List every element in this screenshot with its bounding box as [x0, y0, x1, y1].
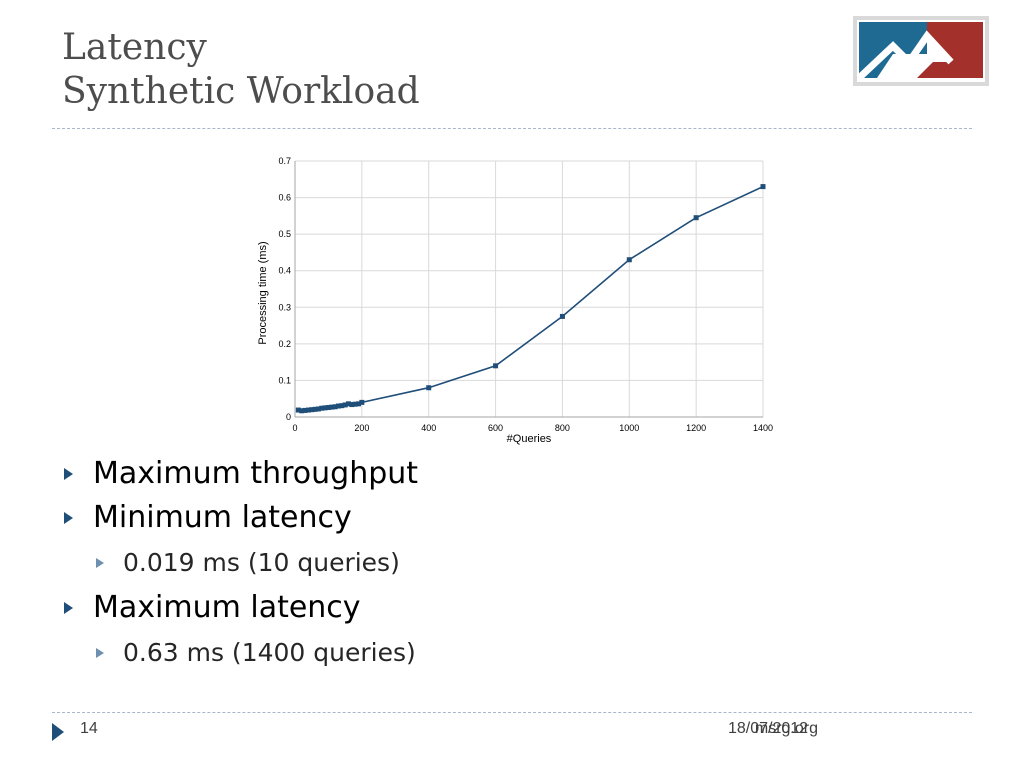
x-tick-label: 800: [555, 423, 570, 433]
data-point: [349, 402, 355, 408]
bullet-arrow-icon: [64, 512, 73, 524]
slide-title-line-2: Synthetic Workload: [62, 71, 420, 112]
title-divider: [52, 128, 972, 129]
data-point: [342, 402, 348, 408]
bullet-arrow-icon: [64, 602, 73, 614]
sub-bullet-arrow-icon: [96, 648, 104, 658]
page-number: 14: [80, 720, 98, 737]
slide-title-line-1: Latency: [62, 27, 207, 68]
x-axis-label: #Queries: [507, 433, 552, 445]
data-point: [760, 184, 766, 190]
y-tick-label: 0.6: [278, 193, 291, 203]
sub-bullet-minimum-latency-value: 0.019 ms (10 queries): [62, 540, 662, 586]
y-tick-label: 0.3: [278, 302, 291, 312]
footer-date: 18/07/2012: [728, 720, 809, 737]
data-point: [329, 404, 335, 410]
data-point: [312, 406, 318, 412]
y-tick-label: 0.4: [278, 266, 291, 276]
bullet-list: Maximum throughput Minimum latency 0.019…: [62, 452, 662, 676]
slide-title: Latency Synthetic Workload: [62, 26, 420, 114]
bullet-maximum-latency: Maximum latency: [62, 586, 662, 630]
data-point: [315, 406, 321, 412]
x-tick-label: 1000: [619, 423, 639, 433]
data-point: [339, 403, 345, 409]
data-point: [345, 401, 351, 407]
data-point: [335, 403, 341, 409]
x-tick-label: 0: [292, 423, 297, 433]
data-point: [299, 408, 305, 414]
data-point: [305, 407, 311, 413]
footer-divider: [52, 712, 972, 713]
data-point: [309, 407, 315, 413]
bullet-maximum-throughput: Maximum throughput: [62, 452, 662, 496]
x-tick-label: 600: [488, 423, 503, 433]
data-point: [493, 363, 499, 369]
y-tick-label: 0.5: [278, 229, 291, 239]
data-point: [352, 401, 358, 407]
x-tick-label: 1200: [686, 423, 706, 433]
latency-chart: 0 0.1 0.2 0.3 0.4 0.5 0.6 0.7 0 200 400 600 800 1000 1…: [257, 156, 773, 445]
footer-arrow-icon: [52, 723, 64, 741]
bullet-arrow-icon: [64, 468, 73, 480]
msrg-logo: [853, 16, 989, 86]
data-point: [356, 401, 362, 407]
y-tick-label: 0.7: [278, 156, 291, 166]
data-point: [626, 257, 632, 263]
data-point: [295, 407, 301, 413]
data-point: [325, 404, 331, 410]
data-point: [559, 313, 565, 319]
footer-site: msrg.org: [754, 720, 818, 737]
series-line: [298, 185, 764, 412]
x-tick-label: 200: [354, 423, 369, 433]
data-point: [426, 385, 432, 391]
y-tick-label: 0: [286, 412, 291, 422]
data-point: [359, 399, 365, 405]
data-point: [322, 405, 328, 411]
data-point: [693, 215, 699, 221]
x-tick-label: 400: [421, 423, 436, 433]
sub-bullet-arrow-icon: [96, 558, 104, 568]
bullet-minimum-latency: Minimum latency: [62, 496, 662, 540]
y-tick-label: 0.2: [278, 339, 291, 349]
data-point: [319, 405, 325, 411]
y-tick-label: 0.1: [278, 375, 291, 385]
data-point: [332, 404, 338, 410]
data-point: [302, 407, 308, 413]
y-axis-label: Processing time (ms): [257, 241, 269, 344]
x-tick-label: 1400: [753, 423, 773, 433]
sub-bullet-maximum-latency-value: 0.63 ms (1400 queries): [62, 630, 662, 676]
